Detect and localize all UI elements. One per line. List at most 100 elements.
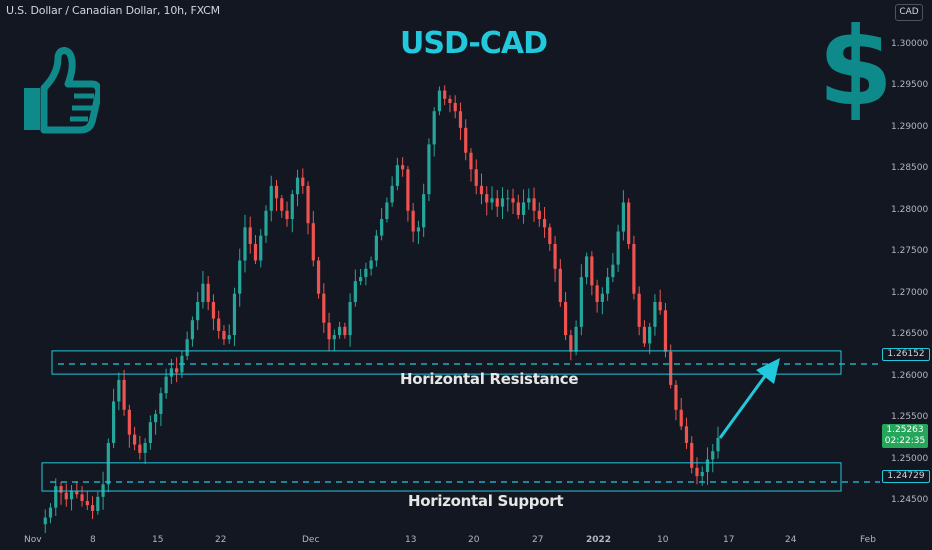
candle-body	[169, 368, 173, 377]
candle-body	[521, 202, 526, 215]
candle-body	[558, 268, 562, 302]
candle-body	[122, 379, 126, 410]
candle-body	[464, 127, 468, 153]
candle-body	[259, 235, 263, 261]
y-tick-label: 1.29000	[891, 121, 929, 132]
candle-body	[690, 442, 694, 468]
candle-body	[332, 335, 336, 340]
candle-body	[585, 256, 589, 278]
y-tick-label: 1.27000	[891, 287, 929, 298]
candle-body	[506, 198, 510, 200]
bar-countdown: 02:22:35	[884, 436, 926, 446]
candle-body	[616, 231, 620, 265]
candle-body	[343, 326, 347, 336]
candle-body	[90, 505, 95, 511]
candle-body	[185, 339, 189, 356]
candle-body	[243, 227, 247, 261]
y-tick-label: 1.28500	[891, 163, 929, 174]
candle-body	[606, 277, 610, 294]
x-tick-label: 13	[405, 535, 417, 545]
candle-body	[663, 310, 668, 352]
x-tick-label: Nov	[24, 535, 42, 545]
x-tick-label: 27	[532, 535, 544, 545]
candle-body	[527, 198, 531, 203]
x-tick-label: 22	[215, 535, 227, 545]
candle-body	[716, 437, 720, 452]
candle-body	[637, 293, 641, 327]
resistance-price-tag: 1.26152	[882, 348, 930, 361]
candle-body	[479, 185, 484, 195]
candle-body	[211, 301, 216, 319]
candle-body	[621, 202, 625, 232]
candle-body	[201, 283, 205, 302]
candle-body	[117, 379, 121, 402]
candle-body	[385, 202, 389, 220]
candle-body	[679, 409, 683, 427]
candle-body	[711, 451, 715, 460]
candle-body	[227, 335, 231, 340]
y-tick-label: 1.29500	[891, 80, 929, 91]
candle-body	[285, 210, 289, 220]
candle-body	[175, 368, 179, 373]
x-tick-label: Feb	[860, 535, 876, 545]
candle-body	[511, 198, 515, 203]
candle-body	[143, 442, 147, 453]
candle-body	[64, 492, 68, 500]
candle-body	[264, 210, 268, 236]
candle-body	[700, 471, 704, 477]
candle-body	[595, 285, 599, 302]
y-tick-label: 1.25000	[891, 453, 929, 464]
x-tick-label: 2022	[586, 535, 612, 545]
currency-badge[interactable]: CAD	[895, 4, 923, 21]
candle-body	[127, 409, 131, 435]
candle-body	[574, 326, 578, 352]
candle-body	[48, 507, 53, 518]
candle-body	[222, 330, 226, 340]
candle-body	[563, 301, 568, 336]
y-tick-label: 1.30000	[891, 38, 929, 49]
candle-body	[380, 219, 384, 236]
candle-body	[611, 264, 615, 278]
candle-body	[206, 283, 210, 302]
arrow-shaft	[718, 371, 770, 439]
candle-body	[406, 169, 410, 211]
candle-body	[590, 256, 594, 286]
candle-body	[695, 467, 699, 477]
candle-body	[401, 165, 405, 170]
candle-body	[359, 277, 363, 282]
candle-body	[553, 243, 557, 269]
symbol-header: U.S. Dollar / Canadian Dollar, 10h, FXCM	[6, 4, 220, 17]
candle-body	[648, 326, 652, 344]
candle-body	[59, 486, 63, 493]
candle-body	[411, 210, 415, 232]
candle-body	[427, 144, 431, 195]
candle-body	[669, 351, 673, 385]
candle-body	[327, 322, 331, 340]
candle-body	[516, 202, 520, 215]
candle-body	[548, 227, 552, 244]
x-tick-label: 24	[785, 535, 797, 545]
candle-body	[274, 185, 279, 199]
candle-body	[642, 326, 647, 344]
candle-body	[390, 185, 394, 203]
candle-body	[238, 260, 242, 294]
candle-body	[705, 459, 710, 472]
candle-body	[432, 111, 436, 145]
support-price-tag: 1.24729	[882, 470, 930, 483]
x-tick-label: 15	[152, 535, 164, 545]
candle-body	[337, 326, 342, 336]
candle-body	[96, 496, 100, 511]
x-tick-label: Dec	[302, 535, 320, 545]
candle-body	[280, 198, 284, 211]
candle-body	[322, 293, 326, 323]
candle-body	[290, 194, 294, 220]
candle-body	[474, 169, 478, 186]
support-label: Horizontal Support	[408, 492, 564, 510]
y-tick-label: 1.27500	[891, 246, 929, 257]
y-tick-label: 1.25500	[891, 412, 929, 423]
candle-body	[80, 494, 84, 501]
candle-body	[311, 223, 315, 261]
candle-body	[443, 90, 447, 99]
candle-body	[164, 376, 168, 394]
